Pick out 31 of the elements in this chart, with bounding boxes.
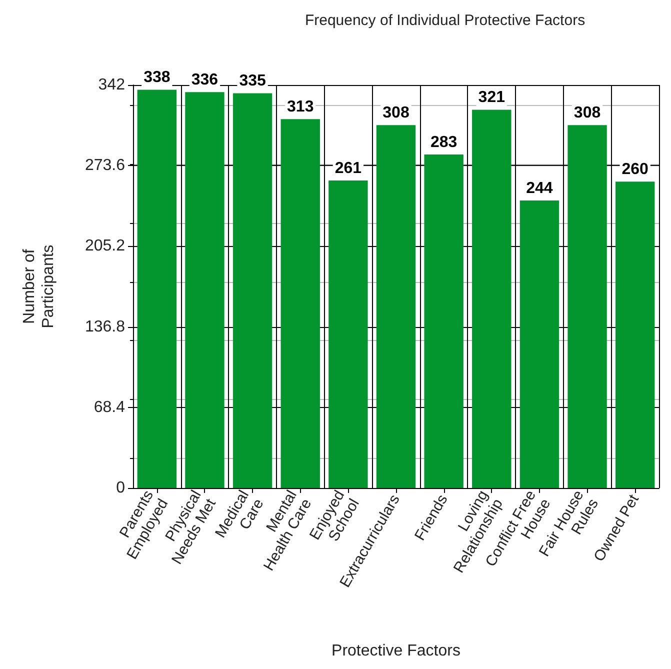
y-axis-title: Number of Participants	[21, 244, 57, 328]
bar	[280, 119, 320, 488]
y-tick-label: 342	[98, 76, 126, 94]
data-label: 338	[144, 69, 170, 86]
data-label: 308	[382, 104, 410, 122]
bar	[328, 180, 368, 488]
y-tick-label: 273.6	[84, 157, 126, 174]
y-tick-label: 68.4	[94, 398, 126, 416]
bar	[568, 125, 607, 488]
bar	[376, 125, 416, 488]
y-tick-label: 0	[116, 480, 126, 496]
y-tick-label: 205.2	[84, 238, 126, 255]
data-label: 313	[287, 98, 314, 116]
y-tick-label: 136.8	[84, 318, 126, 336]
bar	[424, 154, 464, 488]
bar	[520, 200, 560, 488]
bar	[137, 90, 177, 488]
bar	[472, 110, 512, 488]
data-label: 335	[239, 72, 266, 90]
x-axis-title: Protective Factors	[332, 642, 460, 660]
bar	[615, 182, 655, 488]
data-label: 308	[574, 104, 601, 122]
data-label: 260	[622, 161, 649, 178]
data-label: 261	[334, 160, 362, 177]
data-label: 321	[478, 89, 506, 106]
data-label: 244	[526, 180, 553, 197]
bar	[232, 93, 272, 488]
chart-title: Frequency of Individual Protective Factors	[304, 12, 586, 29]
data-label: 336	[191, 72, 218, 89]
bar	[185, 92, 224, 488]
data-label: 283	[430, 134, 458, 152]
